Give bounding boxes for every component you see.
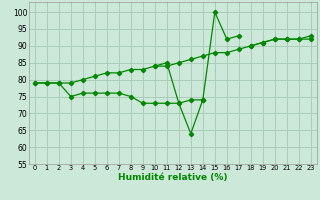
X-axis label: Humidité relative (%): Humidité relative (%) (118, 173, 228, 182)
